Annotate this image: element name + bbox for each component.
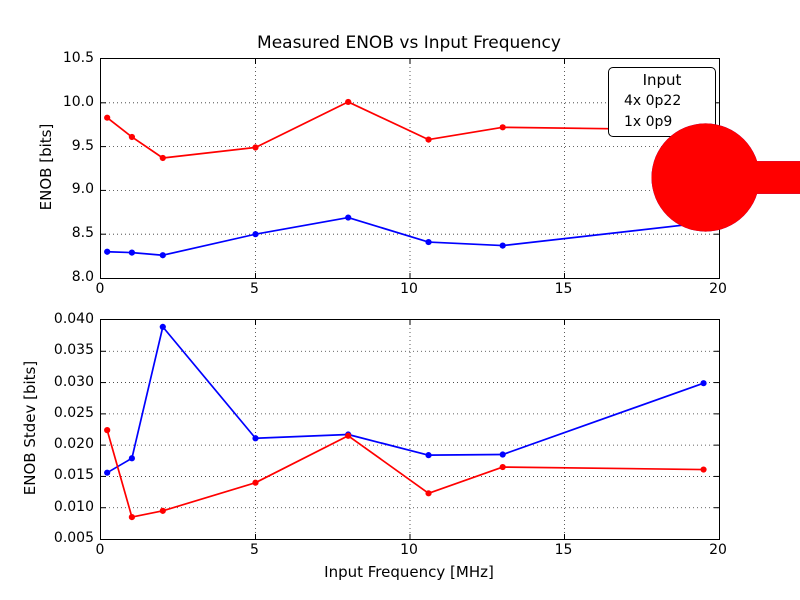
y-tick-label: 0.010 [53,498,94,515]
top-plot-canvas [101,59,719,278]
x-tick-label: 0 [95,281,105,297]
x-tick-label: 0 [95,542,105,558]
x-tick-label: 5 [250,542,259,558]
bottom-plot-area [100,319,720,540]
y-tick-label: 0.035 [53,342,94,359]
x-tick-label: 5 [250,281,259,297]
y-tick-label: 8.0 [71,269,94,285]
y-tick-label: 9.0 [71,181,94,198]
y-tick-label: 0.030 [53,373,94,390]
legend-title: Input [642,71,682,89]
y-tick-label: 10.0 [62,93,94,110]
x-tick-label: 20 [709,281,727,297]
chart-title: Measured ENOB vs Input Frequency [257,33,561,53]
x-tick-label: 15 [554,281,573,297]
y-tick-label: 8.5 [71,225,94,242]
y-tick-label: 0.005 [53,530,94,546]
bottom-plot-canvas [101,320,719,539]
legend: Input 4x 0p22 [608,67,800,232]
y-tick-label: 0.020 [53,436,94,453]
y-tick-label: 0.025 [53,404,94,421]
top-plot-area: Input 4x 0p22 [100,58,800,279]
x-tick-label: 10 [400,281,418,297]
y-tick-label: 0.040 [53,311,94,327]
legend-row: 1x 0p9 [609,111,800,232]
y-tick-label: 9.5 [71,137,94,154]
x-tick-label: 10 [400,542,418,558]
y-tick-label: 10.5 [62,50,94,66]
legend-entry-label: 1x 0p9 [624,113,673,130]
x-axis-label: Input Frequency [MHz] [324,563,494,581]
x-tick-label: 20 [709,542,727,558]
y-tick-label: 0.015 [53,467,94,484]
x-tick-label: 15 [554,542,573,558]
legend-entry-label: 4x 0p22 [624,92,682,109]
